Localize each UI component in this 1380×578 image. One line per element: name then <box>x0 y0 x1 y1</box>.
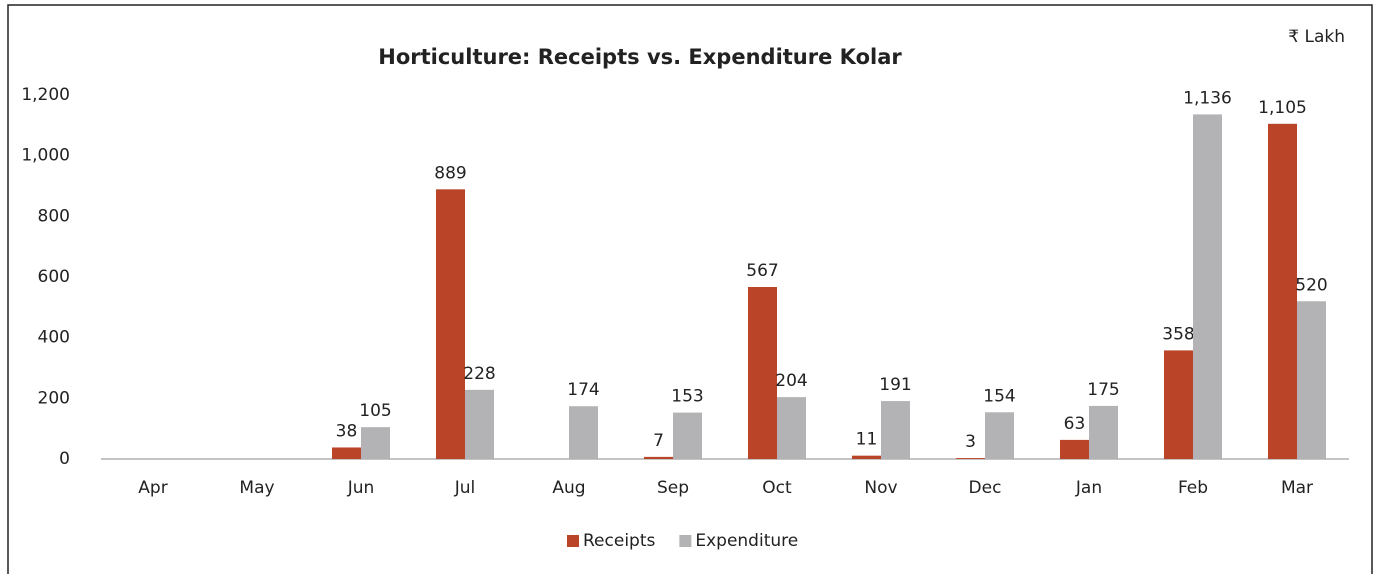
data-label: 175 <box>1087 380 1119 400</box>
data-label: 191 <box>879 375 911 395</box>
x-tick-label: Jul <box>454 478 476 498</box>
bar <box>361 427 390 459</box>
x-tick-label: Nov <box>864 478 897 498</box>
bar <box>852 455 881 459</box>
bar <box>1060 439 1089 459</box>
bar <box>1193 114 1222 459</box>
legend-label: Receipts <box>583 531 655 551</box>
x-tick-label: Mar <box>1281 478 1313 498</box>
bar <box>1268 123 1297 460</box>
data-label: 174 <box>567 380 599 400</box>
bar <box>956 458 985 459</box>
data-label: 7 <box>653 431 664 451</box>
y-tick-label: 200 <box>38 388 70 408</box>
data-label: 1,136 <box>1183 88 1232 108</box>
x-tick-label: Jun <box>347 478 375 498</box>
data-label: 63 <box>1064 414 1086 434</box>
data-label: 889 <box>434 163 466 183</box>
bar <box>569 406 598 459</box>
bar <box>985 412 1014 459</box>
bar <box>465 389 494 459</box>
data-label: 228 <box>463 364 495 384</box>
bar <box>1089 405 1118 459</box>
chart-title: Horticulture: Receipts vs. Expenditure K… <box>378 45 902 69</box>
bar <box>748 287 777 459</box>
x-tick-label: Jan <box>1075 478 1102 498</box>
data-label: 204 <box>775 371 807 391</box>
legend-label: Expenditure <box>695 531 798 551</box>
data-label: 153 <box>671 387 703 407</box>
data-label: 105 <box>359 401 391 421</box>
bar <box>777 397 806 459</box>
legend-swatch <box>679 535 692 547</box>
bar <box>673 412 702 459</box>
bar <box>1297 301 1326 459</box>
y-tick-label: 600 <box>38 267 70 287</box>
y-tick-label: 1,200 <box>21 85 70 105</box>
data-label: 1,105 <box>1258 98 1307 118</box>
bar <box>332 447 361 459</box>
data-label: 3 <box>965 432 976 452</box>
data-label: 358 <box>1162 324 1194 344</box>
bar <box>644 456 673 459</box>
x-tick-label: May <box>239 478 274 498</box>
unit-label: ₹ Lakh <box>1288 27 1345 47</box>
bar <box>436 189 465 459</box>
bar <box>1164 350 1193 459</box>
y-tick-label: 1,000 <box>21 146 70 166</box>
x-tick-label: Aug <box>552 478 585 498</box>
bar <box>881 401 910 459</box>
x-tick-label: Dec <box>969 478 1002 498</box>
y-tick-label: 0 <box>59 449 70 469</box>
data-label: 154 <box>983 386 1015 406</box>
data-label: 520 <box>1295 275 1327 295</box>
data-label: 567 <box>746 261 778 281</box>
y-tick-label: 800 <box>38 206 70 226</box>
chart-border <box>7 4 1373 578</box>
x-tick-label: Apr <box>138 478 167 498</box>
legend-swatch <box>567 535 579 547</box>
x-tick-label: Sep <box>657 478 689 498</box>
x-tick-label: Oct <box>762 478 792 498</box>
data-label: 11 <box>856 430 878 450</box>
y-tick-label: 400 <box>38 328 70 348</box>
data-label: 38 <box>336 421 358 441</box>
x-tick-label: Feb <box>1178 478 1208 498</box>
